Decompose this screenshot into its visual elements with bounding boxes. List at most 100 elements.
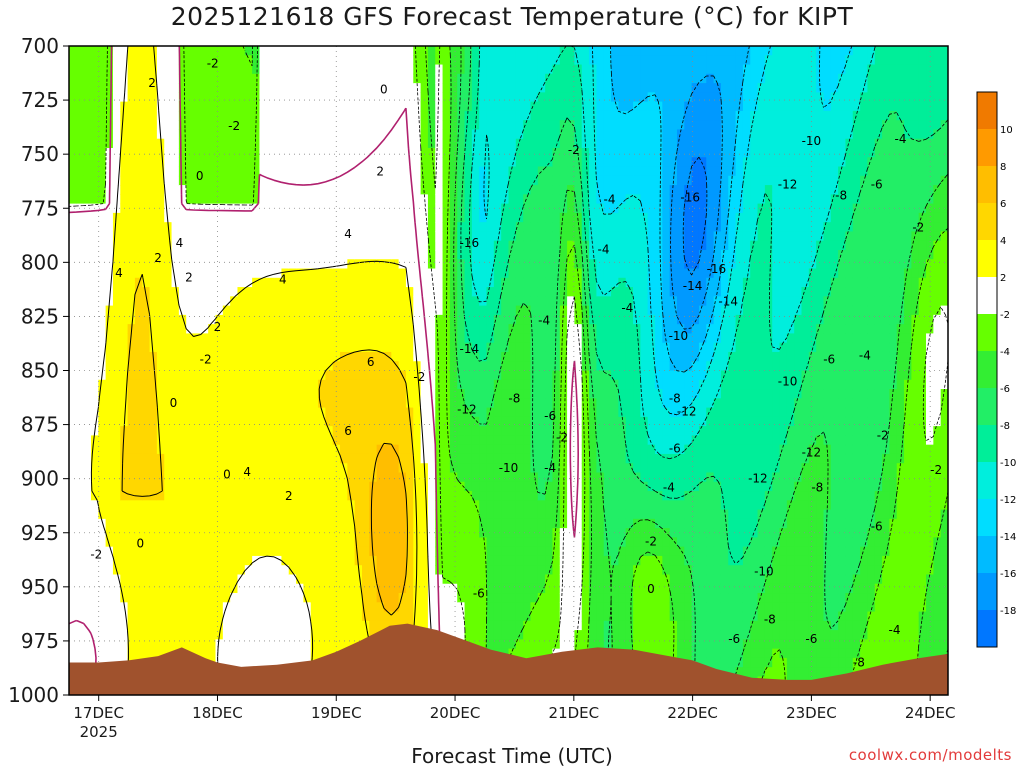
field-cell	[105, 639, 114, 650]
field-cell	[442, 231, 451, 242]
field-cell	[435, 426, 444, 436]
field-cell	[405, 249, 414, 260]
field-cell	[457, 64, 466, 75]
field-cell	[574, 64, 583, 75]
field-cell	[215, 435, 224, 446]
field-cell	[208, 416, 217, 427]
field-cell	[523, 83, 532, 93]
field-cell	[347, 611, 356, 622]
field-cell	[230, 537, 239, 548]
field-cell	[464, 249, 473, 260]
field-cell	[318, 259, 326, 270]
field-cell	[559, 305, 568, 316]
field-cell	[134, 138, 143, 149]
field-cell	[325, 370, 334, 381]
field-cell	[208, 620, 217, 631]
field-cell	[537, 611, 546, 622]
field-cell	[98, 481, 107, 492]
field-cell	[442, 398, 451, 409]
field-cell	[69, 185, 77, 195]
field-cell	[215, 639, 224, 650]
field-cell	[332, 73, 341, 84]
field-cell	[332, 222, 341, 233]
field-cell	[142, 620, 151, 631]
field-cell	[340, 277, 348, 288]
field-cell	[69, 528, 77, 538]
field-cell	[237, 528, 246, 538]
field-cell	[266, 120, 275, 131]
field-cell	[310, 194, 319, 205]
field-cell	[340, 426, 348, 436]
field-cell	[83, 611, 92, 622]
field-cell	[266, 64, 275, 75]
field-cell	[567, 64, 576, 75]
field-cell	[266, 92, 275, 103]
field-cell	[442, 120, 451, 131]
field-cell	[193, 351, 202, 362]
field-cell	[266, 379, 275, 390]
field-cell	[266, 639, 275, 650]
field-cell	[222, 546, 231, 557]
field-cell	[383, 157, 392, 168]
field-cell	[325, 129, 334, 140]
field-cell	[120, 546, 129, 557]
field-cell	[90, 175, 99, 186]
field-cell	[142, 453, 151, 464]
field-cell	[537, 231, 546, 242]
field-cell	[420, 546, 429, 557]
field-cell	[435, 73, 444, 84]
field-cell	[427, 361, 436, 372]
field-cell	[164, 370, 173, 381]
field-cell	[501, 101, 510, 112]
field-cell	[545, 277, 554, 288]
field-cell	[105, 537, 114, 548]
field-cell	[420, 287, 429, 297]
field-cell	[83, 528, 92, 538]
field-cell	[405, 147, 414, 158]
field-cell	[354, 46, 363, 56]
field-cell	[149, 333, 158, 344]
field-cell	[237, 101, 246, 112]
field-cell	[523, 370, 532, 381]
field-cell	[156, 518, 165, 529]
field-cell	[427, 55, 436, 66]
field-cell	[369, 453, 378, 464]
field-cell	[142, 259, 151, 270]
field-cell	[347, 92, 356, 103]
field-cell	[486, 611, 495, 622]
field-cell	[83, 472, 92, 483]
field-cell	[515, 296, 524, 307]
field-cell	[69, 138, 77, 149]
field-cell	[457, 268, 466, 279]
field-cell	[537, 333, 546, 344]
field-cell	[545, 147, 554, 158]
field-cell	[230, 509, 239, 520]
field-cell	[171, 175, 180, 186]
field-cell	[493, 481, 502, 492]
field-cell	[347, 314, 356, 325]
field-cell	[325, 92, 334, 103]
field-cell	[523, 463, 532, 474]
field-cell	[149, 500, 158, 511]
field-cell	[90, 389, 99, 399]
field-cell	[222, 277, 231, 288]
field-cell	[347, 147, 356, 158]
field-cell	[120, 435, 129, 446]
field-cell	[149, 620, 158, 631]
field-cell	[156, 324, 165, 335]
field-cell	[471, 444, 480, 455]
field-cell	[142, 194, 151, 205]
field-cell	[266, 101, 275, 112]
field-cell	[222, 453, 231, 464]
field-cell	[391, 491, 400, 501]
field-cell	[186, 574, 195, 585]
field-cell	[112, 249, 121, 260]
field-cell	[581, 203, 590, 214]
field-cell	[515, 129, 524, 140]
field-cell	[442, 593, 451, 603]
field-cell	[405, 574, 414, 585]
field-cell	[508, 55, 517, 66]
field-cell	[383, 333, 392, 344]
field-cell	[83, 500, 92, 511]
field-cell	[134, 73, 143, 84]
